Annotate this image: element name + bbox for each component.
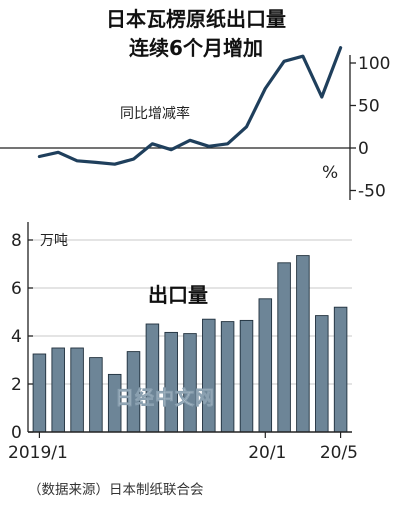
bar xyxy=(164,331,178,433)
bar-tick-label: 8 xyxy=(11,231,22,251)
bar-y-ticks: 8 6 4 2 0 xyxy=(11,231,33,443)
bar xyxy=(315,315,329,433)
bar xyxy=(32,353,47,433)
bar xyxy=(183,333,197,433)
bar-chart: 8 6 4 2 0 万吨 出口量 日经中文网 2019/1 20/1 20/5 xyxy=(8,222,358,463)
bar xyxy=(220,321,235,433)
bar-tick-label: 2 xyxy=(11,375,22,395)
bar xyxy=(70,347,84,433)
bar xyxy=(145,323,160,433)
bar-x-tick-label: 20/1 xyxy=(248,443,286,463)
line-tick-label: -50 xyxy=(358,182,386,202)
line-chart: 100 50 0 -50 同比增减率 % xyxy=(0,46,390,202)
bar xyxy=(239,319,254,433)
bar xyxy=(51,347,65,433)
chart-title-line1: 日本瓦楞原纸出口量 xyxy=(106,7,286,31)
watermark: 日经中文网 xyxy=(115,386,215,409)
bar xyxy=(258,298,273,433)
bar-tick-label: 6 xyxy=(11,279,22,299)
line-tick-label: 0 xyxy=(358,139,369,159)
line-unit-label: % xyxy=(322,163,338,183)
source-note: （数据来源）日本制纸联合会 xyxy=(28,482,204,498)
bar-unit-label: 万吨 xyxy=(40,233,68,249)
chart-title-line2: 连续6个月增加 xyxy=(129,36,263,60)
bar xyxy=(277,262,291,433)
bar xyxy=(202,318,216,433)
line-tick-label: 100 xyxy=(358,54,390,74)
bar-x-tick-label: 2019/1 xyxy=(8,443,68,463)
bar xyxy=(89,357,103,433)
line-tick-label: 50 xyxy=(358,97,380,117)
bar-x-ticks: 2019/1 20/1 20/5 xyxy=(8,432,358,463)
bar-tick-label: 0 xyxy=(11,423,22,443)
bar xyxy=(296,255,310,433)
line-y-ticks: 100 50 0 -50 xyxy=(350,54,390,202)
bar-series-label: 出口量 xyxy=(148,283,208,307)
line-series-label: 同比增减率 xyxy=(120,105,190,122)
bar-x-tick-label: 20/5 xyxy=(320,443,358,463)
line-series-path xyxy=(37,46,343,166)
bar-tick-label: 4 xyxy=(11,327,22,347)
bar xyxy=(333,306,348,433)
